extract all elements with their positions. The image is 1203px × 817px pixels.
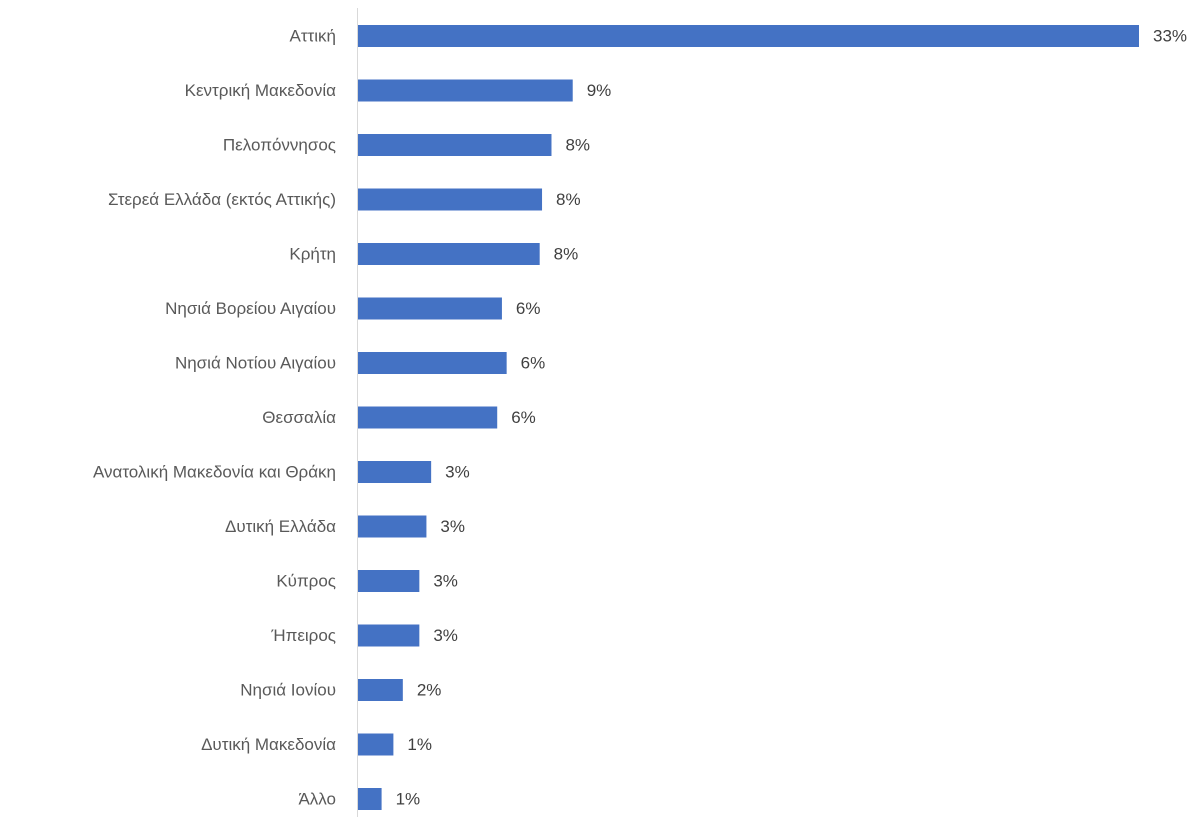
category-labels-group: Αττική Κεντρική Μακεδονία Πελοπόννησος Στερ…: [93, 27, 336, 809]
value-labels-group: 33% 9% 8% 8% 8% 6% 6% 6% 3% 3% 3% 3% 2% 1% 1%: [396, 27, 1187, 809]
bar: [358, 297, 502, 320]
bar-value-label: 33%: [1153, 27, 1187, 46]
bar-value-label: 8%: [556, 190, 581, 209]
bar-value-label: 3%: [445, 463, 470, 482]
bar: [358, 733, 394, 756]
category-tick-label: Δυτική Ελλάδα: [225, 517, 336, 536]
bar-value-label: 8%: [554, 245, 579, 264]
bar: [358, 79, 573, 102]
bar: [358, 134, 552, 156]
category-tick-label: Πελοπόννησος: [223, 136, 336, 155]
bar: [358, 188, 543, 211]
bar: [358, 679, 403, 701]
bar-value-label: 3%: [433, 572, 458, 591]
category-tick-label: Νησιά Βορείου Αιγαίου: [165, 299, 336, 318]
category-tick-label: Νησιά Ιονίου: [240, 681, 336, 700]
bar-value-label: 2%: [417, 681, 442, 700]
category-tick-label: Νησιά Νοτίου Αιγαίου: [175, 354, 336, 373]
bars-group: [358, 25, 1139, 810]
bar: [358, 624, 420, 647]
bar: [358, 406, 498, 429]
bar: [358, 570, 420, 592]
bar-value-label: 6%: [516, 299, 541, 318]
bar: [358, 515, 427, 538]
bar: [358, 788, 382, 810]
bar: [358, 243, 540, 265]
bar-value-label: 9%: [587, 81, 612, 100]
category-tick-label: Ήπειρος: [270, 626, 336, 645]
category-tick-label: Δυτική Μακεδονία: [201, 735, 336, 754]
bar-value-label: 1%: [396, 790, 421, 809]
bar: [358, 25, 1139, 47]
category-tick-label: Κύπρος: [276, 572, 336, 591]
bar-value-label: 6%: [511, 408, 536, 427]
category-tick-label: Ανατολική Μακεδονία και Θράκη: [93, 463, 336, 482]
bar-value-label: 3%: [440, 517, 465, 536]
bar-value-label: 3%: [433, 626, 458, 645]
bar-value-label: 6%: [521, 354, 546, 373]
category-tick-label: Κρήτη: [289, 245, 336, 264]
category-tick-label: Αττική: [289, 27, 336, 46]
bar-value-label: 1%: [407, 735, 432, 754]
category-tick-label: Κεντρική Μακεδονία: [185, 81, 337, 100]
bar: [358, 461, 432, 483]
category-tick-label: Θεσσαλία: [262, 408, 336, 427]
bar: [358, 352, 507, 374]
category-tick-label: Στερεά Ελλάδα (εκτός Αττικής): [108, 190, 336, 209]
bar-value-label: 8%: [565, 136, 590, 155]
category-tick-label: Άλλο: [298, 790, 336, 809]
